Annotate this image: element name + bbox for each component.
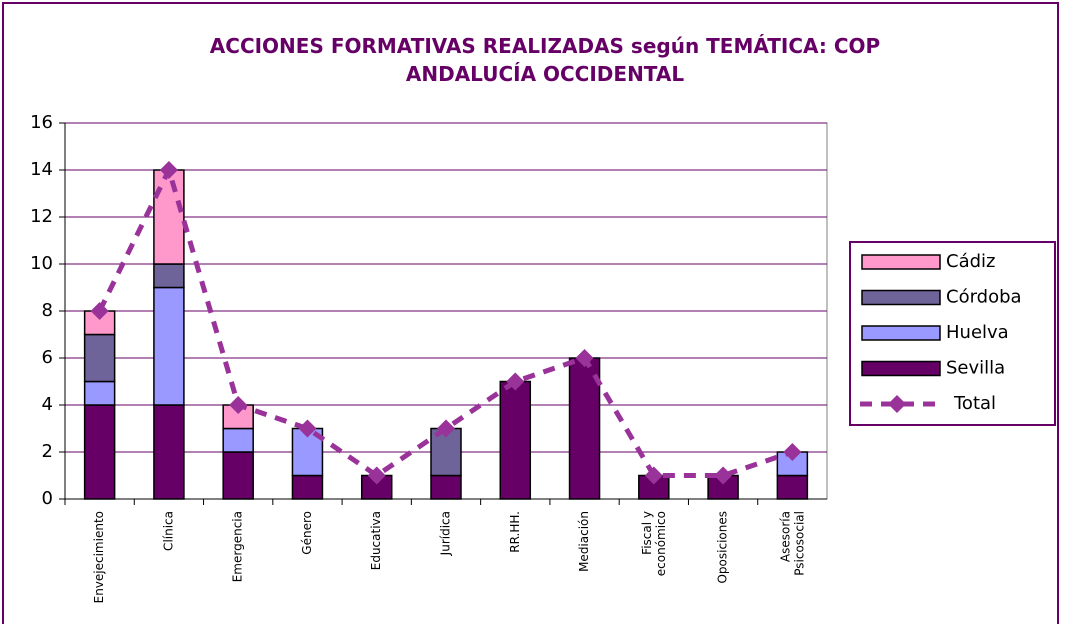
x-tick-label: Fiscal yeconómico — [639, 511, 667, 576]
total-marker — [506, 372, 525, 391]
bar-segment — [83, 404, 116, 500]
x-tick-label: Género — [300, 511, 314, 555]
y-tick-label: 6 — [42, 347, 53, 368]
bar-segment — [153, 169, 185, 265]
bar-segment — [568, 357, 601, 500]
bar-segment — [222, 427, 254, 453]
x-tick-label: Educativa — [369, 511, 383, 570]
legend-label: Cádiz — [946, 251, 995, 272]
bar-segment — [153, 263, 185, 289]
legend-label: Total — [953, 393, 996, 414]
total-marker — [644, 466, 663, 485]
legend-label: Huelva — [946, 322, 1009, 343]
total-marker — [159, 161, 178, 179]
bar-segment — [153, 404, 185, 500]
y-tick-label: 12 — [30, 206, 53, 227]
bar-segment — [153, 286, 185, 406]
total-marker — [783, 443, 802, 461]
bar-segment — [83, 333, 116, 383]
bar-segment — [430, 427, 462, 477]
bar-segment — [776, 474, 809, 500]
legend-swatch — [861, 360, 941, 377]
total-marker — [298, 419, 317, 438]
total-line — [97, 163, 794, 479]
total-marker — [367, 466, 386, 485]
legend-swatch — [861, 254, 941, 270]
total-marker — [229, 396, 248, 414]
bar-segment — [291, 474, 324, 500]
legend-marker — [888, 395, 906, 413]
x-tick-label: Jurídica — [439, 511, 453, 556]
bar-segment — [83, 380, 116, 406]
chart-title: ACCIONES FORMATIVAS REALIZADAS según TEM… — [209, 34, 881, 86]
total-marker — [90, 302, 109, 320]
y-tick-label: 8 — [42, 300, 53, 321]
x-tick-label: AsesoríaPsicosocial — [778, 511, 806, 576]
y-tick-label: 14 — [30, 159, 53, 180]
legend-swatch — [861, 325, 941, 341]
bar-segment — [430, 474, 462, 500]
bar-segment — [222, 451, 254, 500]
legend-swatch — [861, 289, 941, 306]
y-tick-label: 16 — [30, 112, 53, 133]
x-tick-label: Mediación — [577, 511, 591, 572]
total-marker — [575, 349, 594, 367]
x-tick-label: Envejecimiento — [92, 511, 106, 603]
x-tick-label: Clínica — [161, 511, 175, 551]
legend-label: Córdoba — [946, 287, 1022, 308]
x-tick-label: RR.HH. — [508, 511, 522, 553]
y-tick-label: 4 — [42, 394, 53, 415]
x-tick-label: Oposiciones — [716, 511, 730, 584]
bar-segment — [499, 380, 532, 500]
y-tick-label: 10 — [30, 253, 53, 274]
total-marker — [714, 466, 733, 485]
y-tick-label: 0 — [42, 488, 53, 509]
y-tick-label: 2 — [42, 441, 53, 462]
total-marker — [437, 419, 455, 438]
x-tick-label: Emergencia — [231, 511, 245, 582]
legend-label: Sevilla — [946, 358, 1005, 379]
